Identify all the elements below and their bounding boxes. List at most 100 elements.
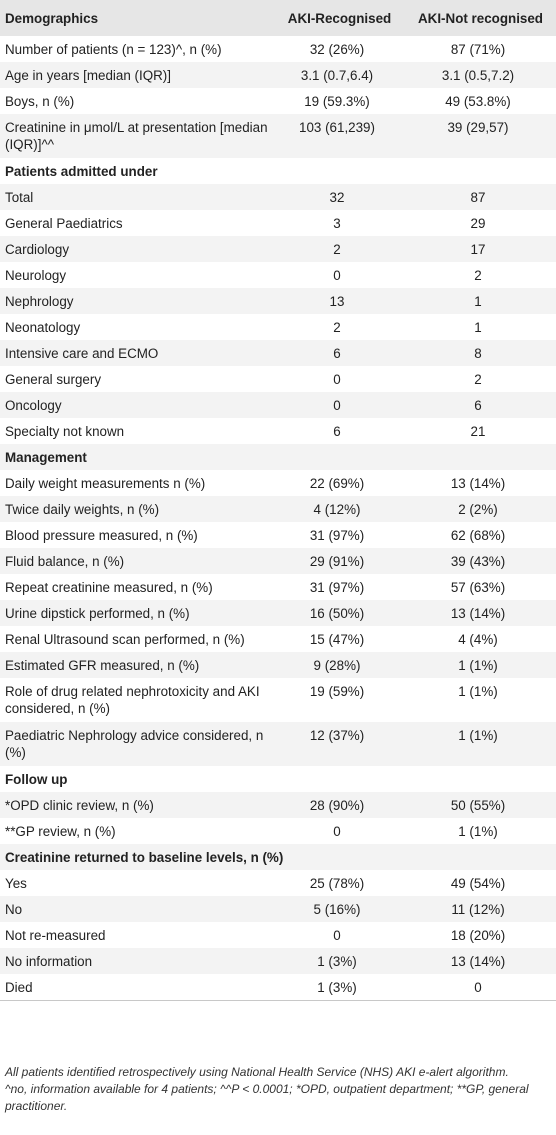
aki-recognised-value: 0 [333, 928, 341, 943]
section-row: Creatinine returned to baseline levels, … [0, 844, 556, 870]
row-label: Neurology [5, 268, 67, 283]
aki-not-recognised-value: 21 [470, 424, 486, 439]
aki-recognised-value: 32 (26%) [309, 42, 365, 57]
section-row: Patients admitted under [0, 158, 556, 184]
aki-recognised-value: 2 [333, 242, 341, 257]
table-row: Role of drug related nephrotoxicity and … [0, 678, 556, 722]
row-label: Blood pressure measured, n (%) [5, 528, 198, 543]
row-label: Total [5, 190, 34, 205]
row-label: Neonatology [5, 320, 81, 335]
footnote-source: All patients identified retrospectively … [5, 1065, 509, 1079]
table-row: No information 1 (3%) 13 (14%) [0, 948, 556, 974]
aki-recognised-value: 31 (97%) [309, 580, 365, 595]
aki-recognised-value: 2 [333, 320, 341, 335]
table-row: *OPD clinic review, n (%) 28 (90%) 50 (55%… [0, 792, 556, 818]
aki-recognised-value: 5 (16%) [313, 902, 361, 917]
aki-not-recognised-value: 2 [474, 268, 482, 283]
row-label: Specialty not known [5, 424, 125, 439]
table-body: Number of patients (n = 123)^, n (%) 32 (… [0, 36, 556, 1000]
row-label: Twice daily weights, n (%) [5, 502, 160, 517]
table-row: No 5 (16%) 11 (12%) [0, 896, 556, 922]
row-label: Nephrology [5, 294, 74, 309]
table-row: Specialty not known 6 21 [0, 418, 556, 444]
aki-not-recognised-value: 62 (68%) [450, 528, 506, 543]
aki-not-recognised-value: 1 [474, 320, 482, 335]
section-heading: Management [5, 450, 87, 465]
row-label: Repeat creatinine measured, n (%) [5, 580, 213, 595]
aki-not-recognised-value: 13 (14%) [450, 954, 506, 969]
demographics-table: Demographics AKI-Recognised AKI-Not reco… [0, 0, 556, 1000]
aki-not-recognised-value: 3.1 (0.5,7.2) [441, 68, 515, 83]
aki-recognised-value: 1 (3%) [317, 980, 357, 995]
aki-recognised-value: 0 [333, 398, 341, 413]
aki-not-recognised-value: 0 [474, 980, 482, 995]
aki-recognised-value: 103 (61,239) [299, 120, 375, 135]
aki-recognised-value: 13 [329, 294, 345, 309]
table-row: Blood pressure measured, n (%) 31 (97%) 62… [0, 522, 556, 548]
row-label: No [5, 902, 23, 917]
table-row: Not re-measured 0 18 (20%) [0, 922, 556, 948]
aki-not-recognised-value: 17 [470, 242, 486, 257]
aki-not-recognised-value: 8 [474, 346, 482, 361]
row-label: Number of patients (n = 123)^, n (%) [5, 42, 222, 57]
aki-not-recognised-value: 50 (55%) [450, 798, 506, 813]
aki-recognised-value: 1 (3%) [317, 954, 357, 969]
aki-not-recognised-value: 39 (43%) [450, 554, 506, 569]
aki-recognised-value: 6 [333, 424, 341, 439]
table-row: Renal Ultrasound scan performed, n (%) 15… [0, 626, 556, 652]
row-label: Role of drug related nephrotoxicity and … [5, 684, 260, 716]
aki-not-recognised-value: 87 [470, 190, 486, 205]
row-label: Boys, n (%) [5, 94, 75, 109]
header-row: Demographics AKI-Recognised AKI-Not reco… [0, 0, 556, 36]
row-label: *OPD clinic review, n (%) [5, 798, 154, 813]
aki-recognised-value: 0 [333, 268, 341, 283]
aki-not-recognised-value: 29 [470, 216, 486, 231]
row-label: Intensive care and ECMO [5, 346, 159, 361]
row-label: Fluid balance, n (%) [5, 554, 125, 569]
aki-not-recognised-value: 39 (29,57) [447, 120, 509, 135]
table-row: Age in years [median (IQR)] 3.1 (0.7,6.4)… [0, 62, 556, 88]
section-heading: Creatinine returned to baseline levels, … [5, 850, 284, 865]
aki-recognised-value: 19 (59.3%) [304, 94, 370, 109]
header-aki-recognised: AKI-Recognised [287, 10, 392, 26]
aki-recognised-value: 31 (97%) [309, 528, 365, 543]
table-row: Fluid balance, n (%) 29 (91%) 39 (43%) [0, 548, 556, 574]
table-row: General surgery 0 2 [0, 366, 556, 392]
table-row: Yes 25 (78%) 49 (54%) [0, 870, 556, 896]
aki-not-recognised-value: 6 [474, 398, 482, 413]
aki-recognised-value: 4 (12%) [313, 502, 361, 517]
row-label: Yes [5, 876, 27, 891]
section-row: Management [0, 444, 556, 470]
table-row: Nephrology 13 1 [0, 288, 556, 314]
table-footnotes: All patients identified retrospectively … [5, 1064, 550, 1115]
table-row: Number of patients (n = 123)^, n (%) 32 (… [0, 36, 556, 62]
table-row: Urine dipstick performed, n (%) 16 (50%) 1… [0, 600, 556, 626]
row-label: Oncology [5, 398, 62, 413]
row-label: Renal Ultrasound scan performed, n (%) [5, 632, 245, 647]
row-label: Paediatric Nephrology advice considered,… [5, 728, 264, 760]
table-row: Paediatric Nephrology advice considered,… [0, 722, 556, 766]
aki-not-recognised-value: 1 [474, 294, 482, 309]
table-row: Neonatology 2 1 [0, 314, 556, 340]
row-label: Estimated GFR measured, n (%) [5, 658, 200, 673]
row-label: Daily weight measurements n (%) [5, 476, 206, 491]
aki-not-recognised-value: 1 (1%) [458, 824, 498, 839]
table-row: Estimated GFR measured, n (%) 9 (28%) 1 (1… [0, 652, 556, 678]
row-label: Creatinine in μmol/L at presentation [me… [5, 120, 268, 152]
aki-not-recognised-value: 1 (1%) [458, 684, 498, 699]
table-row: Cardiology 2 17 [0, 236, 556, 262]
table-row: Neurology 0 2 [0, 262, 556, 288]
aki-recognised-value: 32 [329, 190, 345, 205]
row-label: Age in years [median (IQR)] [5, 68, 171, 83]
aki-not-recognised-value: 11 (12%) [451, 902, 505, 917]
aki-not-recognised-value: 18 (20%) [450, 928, 506, 943]
aki-not-recognised-value: 57 (63%) [450, 580, 506, 595]
table-row: Died 1 (3%) 0 [0, 974, 556, 1000]
aki-not-recognised-value: 4 (4%) [458, 632, 498, 647]
section-row: Follow up [0, 766, 556, 792]
row-label: No information [5, 954, 93, 969]
row-label: Died [5, 980, 33, 995]
row-label: **GP review, n (%) [5, 824, 116, 839]
row-label: General surgery [5, 372, 102, 387]
aki-recognised-value: 25 (78%) [309, 876, 365, 891]
